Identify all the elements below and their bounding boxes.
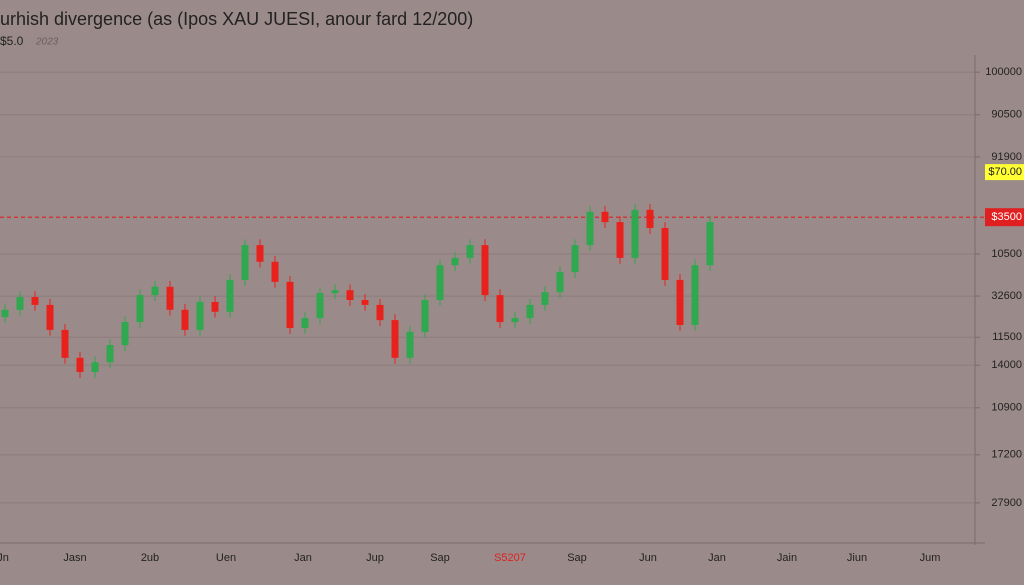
candle-body [286, 281, 294, 328]
candle-body [301, 318, 309, 328]
y-tick-label: 100000 [985, 66, 1022, 78]
event-label: S5207 [494, 552, 526, 564]
y-tick-label: 10500 [991, 248, 1022, 260]
candle-body [226, 279, 234, 312]
candle-body [211, 301, 219, 312]
candle-body [526, 304, 534, 319]
x-tick-label: Jun [639, 552, 657, 564]
x-tick-label: Jn [0, 552, 9, 564]
candle-body [316, 293, 324, 319]
y-tick-label: 11500 [992, 331, 1022, 343]
candle-body [706, 222, 714, 266]
candle-body [601, 211, 609, 223]
y-tick-label: 91900 [991, 151, 1022, 163]
price-marker-label: $70.00 [988, 166, 1022, 178]
candle-body [511, 318, 519, 323]
candle-body [31, 297, 39, 305]
candle-body [556, 272, 564, 293]
y-tick-label: 17200 [991, 449, 1022, 461]
y-tick-label: 90500 [991, 109, 1022, 121]
x-tick-label: Jum [920, 552, 941, 564]
reference-label-box [985, 208, 1024, 227]
candle-body [391, 320, 399, 358]
candle-body [466, 245, 474, 258]
candle-body [331, 290, 339, 294]
reference-label: $3500 [991, 211, 1022, 223]
candle-body [661, 227, 669, 280]
candle-body [616, 222, 624, 258]
candle-body [451, 257, 459, 266]
candle-body [436, 265, 444, 300]
x-tick-label: Jup [366, 552, 384, 564]
x-tick-label: Jain [777, 552, 797, 564]
chart-title: urhish divergence (as (Ipos XAU JUESI, a… [0, 9, 473, 29]
candle-body [121, 322, 129, 346]
candle-body [181, 309, 189, 330]
y-tick-label: 32600 [991, 290, 1022, 302]
x-tick-label: Sap [430, 552, 450, 564]
candle-body [271, 261, 279, 282]
subtitle-year: 2023 [35, 37, 59, 48]
price-marker-box [985, 164, 1024, 181]
candle-body [151, 286, 159, 296]
candle-body [106, 345, 114, 363]
candle-body [676, 279, 684, 325]
candle-body [61, 329, 69, 358]
candle-body [76, 357, 84, 373]
candle-body [361, 300, 369, 305]
y-tick-label: 27900 [991, 497, 1022, 509]
candle-body [166, 286, 174, 310]
candle-body [241, 245, 249, 280]
candle-body [631, 209, 639, 258]
candle-body [646, 209, 654, 228]
chart-subtitle: $5.0 [0, 34, 24, 48]
y-tick-label: 14000 [991, 359, 1022, 371]
candle-body [421, 300, 429, 332]
x-tick-label: Jasn [63, 552, 86, 564]
candle-body [1, 309, 9, 318]
x-tick-label: Jan [294, 552, 312, 564]
candle-body [196, 301, 204, 330]
candle-body [586, 211, 594, 246]
x-tick-label: Jan [708, 552, 726, 564]
x-tick-label: Sap [567, 552, 587, 564]
x-tick-label: Uen [216, 552, 236, 564]
candle-body [496, 295, 504, 323]
x-tick-label: 2ub [141, 552, 159, 564]
x-tick-label: Jiun [847, 552, 867, 564]
candle-body [346, 290, 354, 300]
y-tick-label: 10900 [991, 402, 1022, 414]
candle-body [91, 362, 99, 373]
candle-body [691, 265, 699, 325]
candle-body [136, 295, 144, 323]
candle-body [406, 331, 414, 358]
candle-body [541, 292, 549, 305]
candle-body [46, 304, 54, 330]
candle-body [16, 297, 24, 310]
candle-body [256, 245, 264, 262]
candle-body [376, 304, 384, 321]
candle-body [481, 245, 489, 296]
candle-body [571, 245, 579, 273]
